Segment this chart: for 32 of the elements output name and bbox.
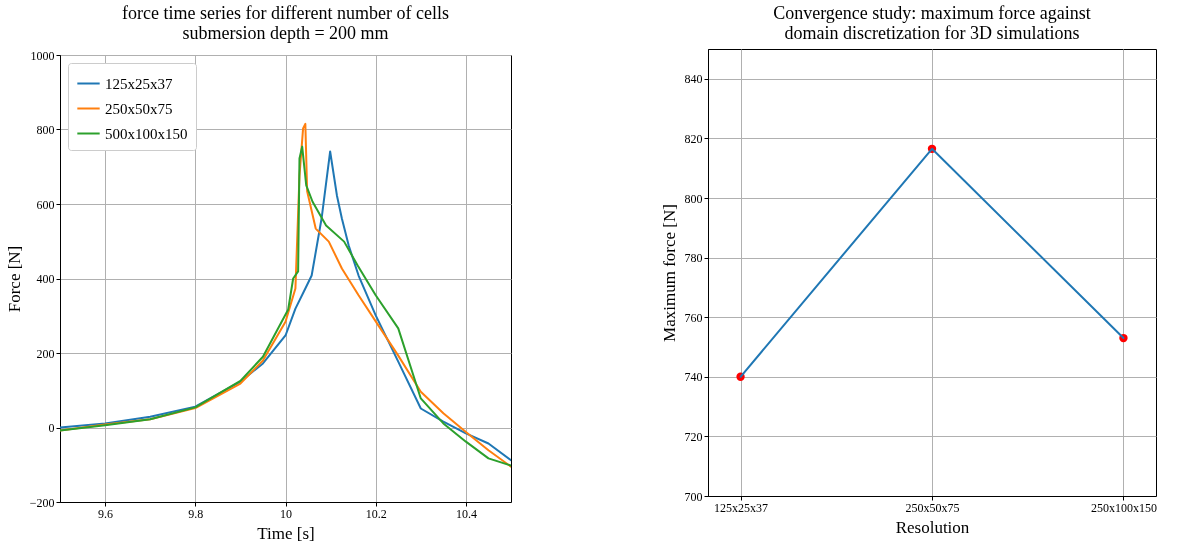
- y-tick-label: 800: [36, 123, 55, 137]
- x-axis-title: Time [s]: [257, 523, 315, 543]
- x-tick-label: 250x50x75: [905, 500, 960, 515]
- x-tick-label: 10.4: [455, 506, 477, 521]
- x-tick-label: 9.8: [188, 506, 204, 521]
- legend-label: 250x50x75: [105, 100, 173, 117]
- x-tick-label: 250x100x150: [1090, 500, 1157, 515]
- y-tick-label: 840: [684, 72, 703, 87]
- y-tick-label: 780: [684, 251, 703, 266]
- y-tick-label: 720: [684, 429, 703, 444]
- y-tick-label: 740: [684, 370, 703, 385]
- chart-title: Convergence study: maximum force against domain discretization for 3D simulations: [773, 3, 1091, 43]
- legend-label: 500x100x150: [105, 125, 188, 142]
- chart-title: force time series for different number of cells submersion depth = 200 mm: [121, 3, 450, 43]
- y-tick-label: −200: [29, 495, 55, 510]
- y-axis-title: Force [N]: [4, 245, 24, 313]
- y-tick-label: 760: [684, 310, 703, 325]
- legend-label: 125x25x37: [105, 75, 173, 92]
- x-tick-label: 10: [280, 506, 292, 521]
- y-tick-label: 700: [684, 489, 703, 504]
- y-axis-title: Maximum force [N]: [659, 204, 679, 342]
- y-tick-label: 0: [48, 421, 55, 435]
- y-tick-label: 200: [36, 346, 55, 361]
- y-tick-label: 1000: [30, 48, 55, 63]
- x-tick-label: 9.6: [98, 506, 114, 521]
- y-tick-label: 600: [36, 197, 55, 212]
- y-tick-label: 800: [684, 191, 703, 206]
- y-tick-label: 820: [684, 131, 703, 146]
- x-axis-title: Resolution: [895, 517, 970, 537]
- x-tick-label: 10.2: [365, 506, 387, 521]
- y-tick-label: 400: [36, 272, 55, 286]
- x-tick-label: 125x25x37: [714, 500, 769, 515]
